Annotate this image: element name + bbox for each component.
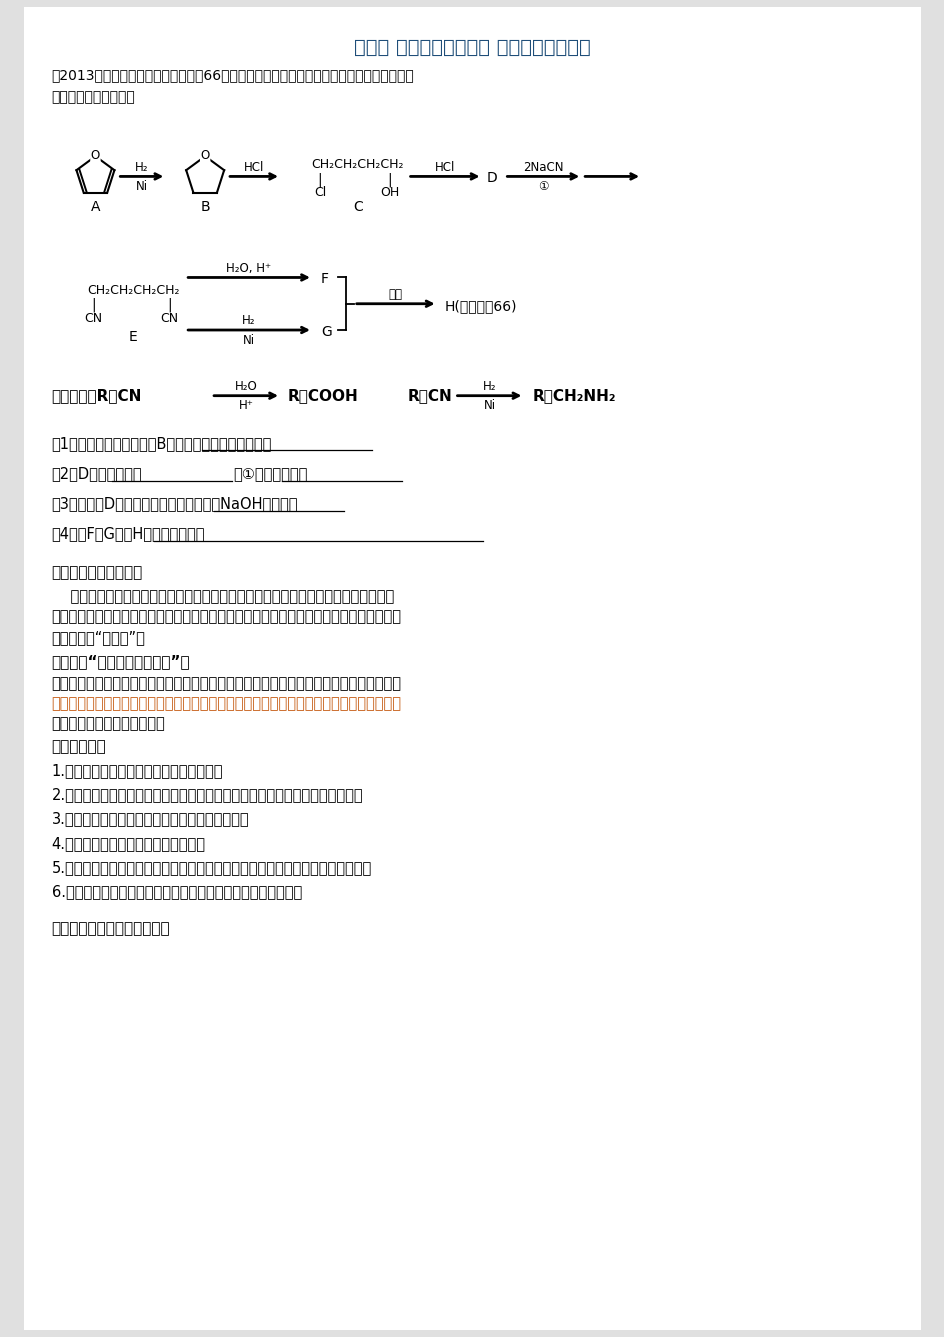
Text: 【学习目标】: 【学习目标】: [52, 739, 106, 754]
Text: Ni: Ni: [136, 180, 147, 193]
Text: 3.能够运用逆推法设计简单有机分子的合成路线；: 3.能够运用逆推法设计简单有机分子的合成路线；: [52, 812, 249, 826]
Text: CN: CN: [160, 313, 178, 325]
Text: 可利用下列路线合成：: 可利用下列路线合成：: [52, 91, 135, 104]
Text: 了一个新的“自然界”。: 了一个新的“自然界”。: [52, 630, 145, 644]
Text: D: D: [486, 171, 497, 186]
Text: |: |: [387, 172, 392, 187]
Text: 2.知道有机合成设计的一般程序，能对给出的合成路线进行简单的分析和评价；: 2.知道有机合成设计的一般程序，能对给出的合成路线进行简单的分析和评价；: [52, 787, 362, 802]
Text: H₂: H₂: [242, 314, 256, 328]
Text: ①: ①: [537, 180, 548, 193]
Text: 5.综合各类有机间的相互转化关系，知道在碳链上引入特定的官能团的反应途径；: 5.综合各类有机间的相互转化关系，知道在碳链上引入特定的官能团的反应途径；: [52, 860, 371, 874]
Text: O: O: [91, 148, 100, 162]
Text: Ni: Ni: [483, 400, 495, 412]
Text: Ni: Ni: [243, 334, 255, 346]
Text: H₂: H₂: [135, 160, 148, 174]
Text: C: C: [352, 199, 362, 214]
Text: （4）由F和G生成H的反应方程式为: （4）由F和G生成H的反应方程式为: [52, 527, 205, 541]
Text: 整合有机化合物、官能团、结构、反应、性质、转化和合成之间的关系，更深刻地体会有机: 整合有机化合物、官能团、结构、反应、性质、转化和合成之间的关系，更深刻地体会有机: [52, 697, 401, 711]
Text: R－CN: R－CN: [407, 388, 452, 404]
Text: 【本章教材整体说明】: 【本章教材整体说明】: [52, 566, 143, 580]
Text: HCl: HCl: [434, 160, 455, 174]
Text: 1.初步了解有机合成路线设计的基本思路；: 1.初步了解有机合成路线设计的基本思路；: [52, 763, 223, 778]
Text: R－CH₂NH₂: R－CH₂NH₂: [531, 388, 615, 404]
Text: OH: OH: [379, 186, 399, 199]
Text: 已知反应：R－CN: 已知反应：R－CN: [52, 388, 142, 404]
Text: （2013年山东高考有机题）聚酰胺－66常用于生产帐篷、渔网、降落伞及弹力丝袜等织物，: （2013年山东高考有机题）聚酰胺－66常用于生产帐篷、渔网、降落伞及弹力丝袜等…: [52, 68, 413, 83]
Text: |: |: [317, 172, 322, 187]
Text: |: |: [167, 298, 172, 312]
Text: 第三章 有机合成及其应用 合成高分子化合物: 第三章 有机合成及其应用 合成高分子化合物: [354, 37, 590, 56]
Text: 2NaCN: 2NaCN: [523, 160, 563, 174]
Text: HCl: HCl: [244, 160, 264, 174]
Text: （3）为检验D中的官能团，所用试剂包括NaOH水溶液及: （3）为检验D中的官能团，所用试剂包括NaOH水溶液及: [52, 496, 297, 511]
Text: H₂: H₂: [482, 380, 496, 393]
Text: ，①的反应类型为: ，①的反应类型为: [233, 467, 308, 481]
Text: 的应用。目前人类已知的有机化合物大多数是通过合成得到的。在一个旧的自然界旁边建立: 的应用。目前人类已知的有机化合物大多数是通过合成得到的。在一个旧的自然界旁边建立: [52, 610, 401, 624]
Text: 【第１节“有机化合物的合成”】: 【第１节“有机化合物的合成”】: [52, 654, 190, 668]
Text: F: F: [321, 273, 329, 286]
Text: CH₂CH₂CH₂CH₂: CH₂CH₂CH₂CH₂: [87, 283, 179, 297]
Text: Cl: Cl: [313, 186, 326, 199]
Text: 4.了解使碳链增长、缩短的反应类型；: 4.了解使碳链增长、缩短的反应类型；: [52, 836, 206, 850]
Text: E: E: [128, 330, 138, 344]
Text: A: A: [91, 199, 100, 214]
Text: H(聚酰胺－66): H(聚酰胺－66): [444, 298, 516, 313]
Text: O: O: [200, 148, 210, 162]
Text: CH₂CH₂CH₂CH₂: CH₂CH₂CH₂CH₂: [312, 158, 404, 171]
Text: （2）D的结构简式为: （2）D的结构简式为: [52, 467, 142, 481]
Text: （1）能与银氨溶液反应的B的同分异构体的结构简式为: （1）能与银氨溶液反应的B的同分异构体的结构简式为: [52, 436, 272, 451]
Text: 化学的内在联系和创造价值。: 化学的内在联系和创造价值。: [52, 717, 165, 731]
Text: H₂O: H₂O: [234, 380, 257, 393]
Text: 6.认识卤代烃的组成和结构特点，掌握卤代烃的重要化学性质。: 6.认识卤代烃的组成和结构特点，掌握卤代烃的重要化学性质。: [52, 884, 301, 900]
Text: CN: CN: [84, 313, 102, 325]
Text: H⁺: H⁺: [239, 400, 253, 412]
Text: H₂O, H⁺: H₂O, H⁺: [227, 262, 271, 275]
Text: G: G: [321, 325, 331, 340]
Text: R－COOH: R－COOH: [288, 388, 359, 404]
Text: 不仅可以让学生学习合成的路线设计的方法，体会有机合成对人类的影响，还可以起到全面: 不仅可以让学生学习合成的路线设计的方法，体会有机合成对人类的影响，还可以起到全面: [52, 677, 401, 691]
Text: B: B: [200, 199, 210, 214]
Text: |: |: [91, 298, 95, 312]
Text: 有机合成是有机化学最令人瞩目的领域，在工业、农业和科学研究等方面，都有广泛: 有机合成是有机化学最令人瞩目的领域，在工业、农业和科学研究等方面，都有广泛: [52, 590, 394, 604]
Text: 【教学重点】有机合成的关键: 【教学重点】有机合成的关键: [52, 921, 170, 936]
Text: 聚合: 聚合: [388, 289, 402, 301]
